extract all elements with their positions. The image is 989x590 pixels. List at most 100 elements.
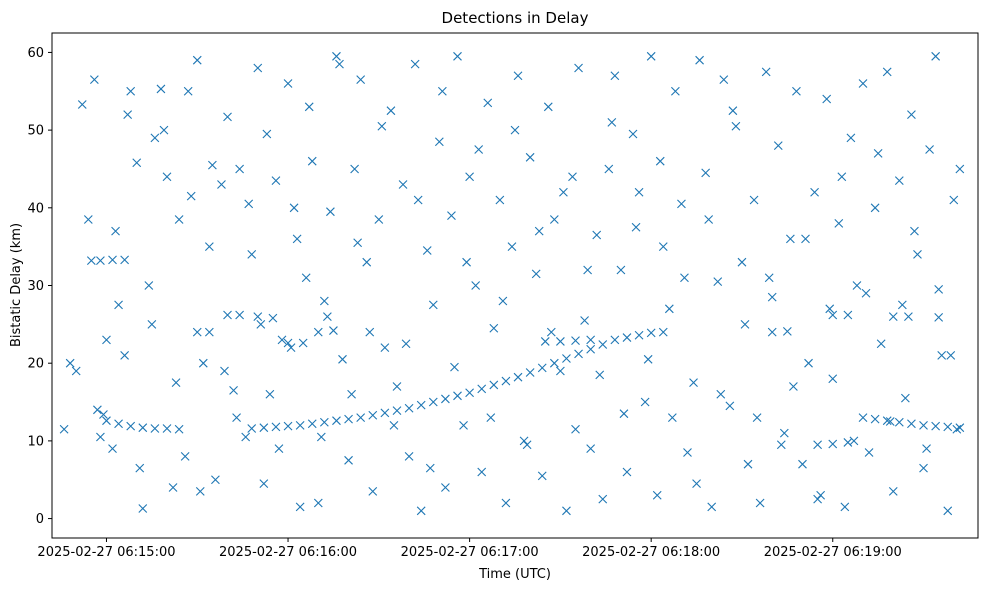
data-point-marker — [943, 506, 953, 516]
data-point-marker — [834, 218, 844, 228]
data-point-marker — [785, 234, 795, 244]
data-point-marker — [422, 246, 432, 255]
data-point-marker — [586, 335, 596, 345]
data-point-marker — [852, 281, 862, 290]
data-point-marker — [743, 459, 753, 469]
data-point-marker — [764, 273, 774, 283]
data-point-marker — [253, 312, 263, 321]
data-point-marker — [537, 363, 547, 373]
data-point-marker — [525, 152, 535, 162]
data-point-marker — [416, 400, 426, 410]
data-point-marker — [477, 384, 487, 394]
data-point-marker — [622, 467, 632, 477]
data-point-marker — [949, 195, 959, 205]
data-point-marker — [813, 440, 823, 450]
y-axis-ticks: 0 10 20 30 40 50 60 — [27, 46, 52, 527]
data-point-marker — [574, 349, 583, 359]
data-point-marker — [643, 354, 653, 364]
data-point-marker — [740, 319, 750, 329]
data-point-marker — [319, 417, 329, 427]
data-point-marker — [368, 410, 378, 420]
data-point-marker — [628, 129, 638, 139]
data-point-marker — [828, 374, 838, 384]
data-point-marker — [198, 358, 208, 368]
data-point-marker — [235, 310, 245, 320]
data-point-marker — [725, 401, 735, 411]
data-points — [59, 51, 965, 516]
data-point-marker — [556, 337, 565, 346]
data-point-marker — [220, 366, 229, 376]
data-point-marker — [102, 416, 111, 426]
data-point-marker — [716, 389, 726, 399]
data-point-marker — [211, 475, 220, 485]
data-point-marker — [701, 168, 711, 178]
data-point-marker — [873, 149, 883, 158]
data-point-marker — [192, 55, 202, 65]
data-point-marker — [277, 335, 287, 345]
data-point-marker — [595, 370, 605, 380]
data-point-marker — [147, 319, 157, 329]
data-point-marker — [767, 327, 777, 337]
x-tick-label: 2025-02-27 06:15:00 — [37, 545, 175, 560]
data-point-marker — [356, 413, 366, 422]
data-point-marker — [646, 51, 656, 61]
data-point-marker — [825, 304, 835, 314]
data-point-marker — [368, 486, 378, 496]
data-point-marker — [704, 215, 714, 224]
y-tick-label: 20 — [27, 357, 44, 372]
data-point-marker — [882, 416, 892, 426]
data-point-marker — [168, 483, 178, 492]
data-point-marker — [437, 86, 447, 96]
data-point-marker — [301, 273, 311, 283]
data-point-marker — [888, 312, 898, 321]
data-point-marker — [556, 366, 565, 376]
data-point-marker — [286, 343, 296, 353]
data-point-marker — [646, 328, 656, 338]
data-point-marker — [952, 424, 962, 434]
data-point-marker — [132, 158, 142, 168]
data-point-marker — [540, 337, 550, 346]
data-point-marker — [816, 490, 826, 500]
data-point-marker — [398, 180, 408, 189]
data-point-marker — [295, 502, 305, 512]
y-tick-label: 40 — [27, 201, 44, 216]
data-point-marker — [655, 156, 665, 166]
data-point-marker — [919, 420, 928, 430]
data-point-marker — [259, 423, 269, 433]
data-point-marker — [289, 203, 299, 213]
data-point-marker — [307, 419, 317, 429]
data-point-marker — [353, 238, 363, 248]
y-tick-label: 60 — [27, 46, 44, 61]
data-point-marker — [114, 300, 123, 310]
data-point-marker — [761, 67, 771, 77]
data-point-marker — [713, 277, 723, 287]
data-point-marker — [858, 79, 868, 88]
data-point-marker — [592, 230, 602, 240]
data-point-marker — [670, 86, 680, 96]
data-point-marker — [846, 133, 856, 143]
data-point-marker — [162, 172, 172, 182]
data-point-marker — [925, 145, 934, 154]
data-point-marker — [386, 106, 396, 116]
data-point-marker — [232, 413, 241, 422]
data-point-marker — [138, 423, 148, 433]
data-point-marker — [428, 397, 438, 407]
data-point-marker — [425, 463, 435, 473]
data-point-marker — [501, 376, 511, 386]
data-point-marker — [374, 215, 384, 224]
data-point-marker — [634, 187, 644, 197]
data-point-marker — [120, 351, 130, 360]
data-point-marker — [658, 327, 668, 337]
data-point-marker — [344, 455, 353, 465]
data-point-marker — [441, 394, 450, 404]
x-tick-label: 2025-02-27 06:18:00 — [582, 545, 720, 560]
data-point-marker — [801, 234, 810, 244]
data-point-marker — [689, 378, 698, 388]
data-point-marker — [798, 459, 807, 469]
data-point-marker — [207, 160, 217, 170]
data-point-marker — [247, 424, 257, 433]
data-point-marker — [782, 326, 792, 336]
data-point-marker — [695, 55, 704, 65]
data-point-marker — [108, 255, 117, 265]
data-point-marker — [86, 256, 96, 266]
